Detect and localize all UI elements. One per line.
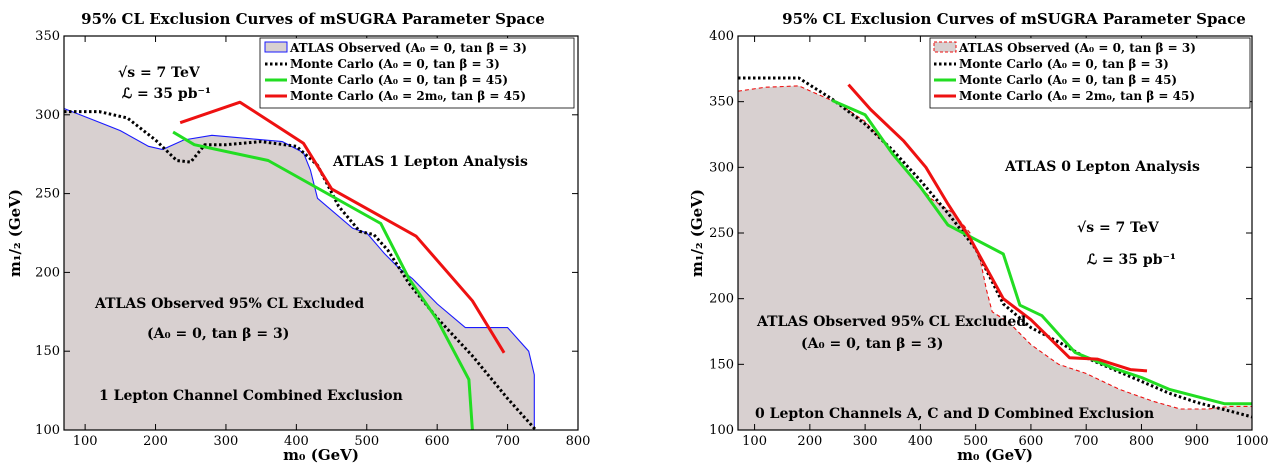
chart-panel-1-lepton: 95% CL Exclusion Curves of mSUGRA Parame… <box>6 10 590 464</box>
observed-exclusion-boundary <box>737 85 1252 410</box>
excluded-annotation-line1: ATLAS Observed 95% CL Excluded <box>756 314 1026 330</box>
analysis-annotation: ATLAS 0 Lepton Analysis <box>1004 159 1200 175</box>
x-tick-label: 600 <box>425 434 450 449</box>
legend-entry-observed: ATLAS Observed (A₀ = 0, tan β = 3) <box>958 41 1196 55</box>
x-tick-label: 700 <box>1074 434 1099 449</box>
legend-entry-mc-tb3: Monte Carlo (A₀ = 0, tan β = 3) <box>290 57 500 71</box>
x-tick-label: 400 <box>908 434 933 449</box>
y-tick-label: 150 <box>709 357 734 372</box>
luminosity-annotation: ℒ = 35 pb⁻¹ <box>1087 252 1176 268</box>
x-tick-label: 500 <box>963 434 988 449</box>
y-tick-label: 100 <box>35 423 60 438</box>
legend-entry-mc-a2m0: Monte Carlo (A₀ = 2m₀, tan β = 45) <box>959 89 1195 103</box>
x-tick-label: 600 <box>1019 434 1044 449</box>
y-tick-label: 300 <box>35 108 60 123</box>
y-tick-label: 100 <box>709 423 734 438</box>
series-line-2 <box>831 99 1252 406</box>
y-axis-label: m₁/₂ (GeV) <box>688 189 706 277</box>
y-tick-label: 300 <box>709 160 734 175</box>
legend-swatch-observed <box>264 41 288 53</box>
x-tick-label: 300 <box>214 434 239 449</box>
y-tick-label: 250 <box>709 226 734 241</box>
x-tick-label: 200 <box>143 434 168 449</box>
chart-title: 95% CL Exclusion Curves of mSUGRA Parame… <box>782 10 1246 28</box>
x-tick-label: 100 <box>742 434 767 449</box>
y-axis-label: m₁/₂ (GeV) <box>6 189 24 277</box>
energy-annotation: √s = 7 TeV <box>1077 220 1160 236</box>
legend: ATLAS Observed (A₀ = 0, tan β = 3) Monte… <box>929 37 1251 109</box>
legend: ATLAS Observed (A₀ = 0, tan β = 3) Monte… <box>259 37 575 109</box>
x-axis-label: m₀ (GeV) <box>957 446 1033 464</box>
chart-panel-0-lepton: 95% CL Exclusion Curves of mSUGRA Parame… <box>688 10 1269 464</box>
excluded-region-fill <box>738 85 1252 431</box>
channel-annotation: 0 Lepton Channels A, C and D Combined Ex… <box>755 406 1154 422</box>
y-tick-label: 400 <box>709 29 734 44</box>
x-tick-label: 700 <box>495 434 520 449</box>
legend-entry-mc-a2m0: Monte Carlo (A₀ = 2m₀, tan β = 45) <box>290 89 526 103</box>
observed-exclusion-boundary <box>63 107 535 430</box>
y-tick-label: 350 <box>709 95 734 110</box>
y-tick-label: 250 <box>35 187 60 202</box>
series-line-2 <box>172 130 474 431</box>
channel-annotation: 1 Lepton Channel Combined Exclusion <box>99 388 403 404</box>
y-tick-label: 200 <box>35 265 60 280</box>
luminosity-annotation: ℒ = 35 pb⁻¹ <box>122 86 211 102</box>
excluded-region-fill <box>64 108 535 430</box>
x-tick-label: 800 <box>566 434 591 449</box>
series-line-1 <box>738 76 1253 419</box>
analysis-annotation: ATLAS 1 Lepton Analysis <box>332 154 528 170</box>
legend-entry-mc-tb3: Monte Carlo (A₀ = 0, tan β = 3) <box>959 57 1169 71</box>
excluded-annotation-line1: ATLAS Observed 95% CL Excluded <box>94 296 364 312</box>
x-tick-label: 100 <box>73 434 98 449</box>
legend-entry-mc-tb45: Monte Carlo (A₀ = 0, tan β = 45) <box>959 73 1177 87</box>
legend-swatch-observed <box>933 41 957 53</box>
plot-frame <box>63 35 579 431</box>
legend-entry-mc-tb45: Monte Carlo (A₀ = 0, tan β = 45) <box>290 73 508 87</box>
series-line-3 <box>847 83 1148 373</box>
x-tick-label: 200 <box>797 434 822 449</box>
x-tick-label: 300 <box>853 434 878 449</box>
excluded-annotation-line2: (A₀ = 0, tan β = 3) <box>801 336 943 352</box>
excluded-annotation-line2: (A₀ = 0, tan β = 3) <box>147 326 289 342</box>
x-tick-label: 800 <box>1129 434 1154 449</box>
legend-box <box>929 37 1251 109</box>
chart-title: 95% CL Exclusion Curves of mSUGRA Parame… <box>81 10 545 28</box>
x-tick-label: 400 <box>284 434 309 449</box>
y-tick-label: 200 <box>709 292 734 307</box>
y-tick-label: 350 <box>35 29 60 44</box>
x-tick-label: 900 <box>1184 434 1209 449</box>
series-line-3 <box>179 100 506 354</box>
x-tick-label: 1000 <box>1235 434 1268 449</box>
legend-entry-observed: ATLAS Observed (A₀ = 0, tan β = 3) <box>289 41 527 55</box>
energy-annotation: √s = 7 TeV <box>118 65 201 81</box>
legend-box <box>259 37 575 109</box>
x-axis-label: m₀ (GeV) <box>283 446 359 464</box>
x-tick-label: 500 <box>354 434 379 449</box>
y-tick-label: 150 <box>35 344 60 359</box>
